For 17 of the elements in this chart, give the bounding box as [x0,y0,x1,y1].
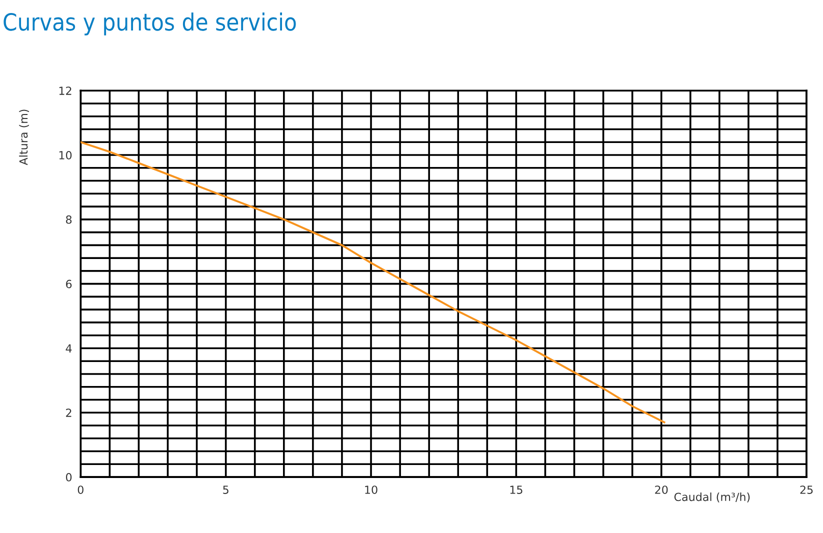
y-tick-label: 12 [59,86,72,95]
y-tick-label: 8 [66,215,72,224]
y-tick-label: 6 [66,280,72,288]
line-series [80,141,666,424]
y-tick-label: 2 [66,408,72,417]
x-tick-label: 20 [655,486,668,494]
x-tick-label: 5 [223,486,228,494]
x-axis-title: Caudal (m³/h) [674,492,750,502]
y-tick-label: 10 [59,150,72,160]
y-tick-label: 4 [66,344,72,352]
chart-title: Curvas y puntos de servicio [4,12,296,36]
x-tick-label: 15 [510,486,522,494]
y-tick-label: 0 [66,473,72,482]
x-tick-label: 0 [78,486,84,494]
x-tick-label: 10 [365,486,378,494]
y-axis-title: Altura (m) [19,110,29,166]
x-tick-label: 25 [800,486,813,494]
